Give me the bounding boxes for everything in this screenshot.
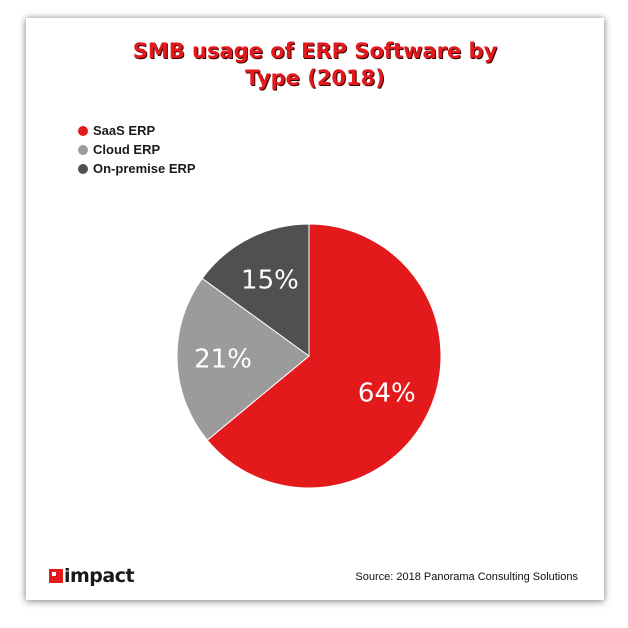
impact-logo: impact: [49, 565, 135, 587]
pie-slice-cloud: [176, 277, 310, 441]
pie-slice-on-premise: [201, 223, 310, 357]
pie-label-cloud: 21%: [194, 345, 252, 375]
pie-chart: 64% 21% 15%: [176, 223, 442, 489]
chart-title: SMB usage of ERP Software by Type (2018): [26, 38, 604, 92]
legend-item-cloud: Cloud ERP: [78, 140, 196, 159]
logo-mark-icon: [49, 569, 63, 583]
chart-card: SMB usage of ERP Software by Type (2018)…: [26, 18, 604, 600]
source-note: Source: 2018 Panorama Consulting Solutio…: [355, 571, 578, 583]
legend-label-cloud: Cloud ERP: [93, 142, 161, 157]
legend-item-on-premise: On-premise ERP: [78, 159, 196, 178]
legend-item-saas: SaaS ERP: [78, 121, 196, 140]
logo-text: impact: [64, 565, 135, 587]
legend-label-saas: SaaS ERP: [93, 123, 156, 138]
chart-title-line-1: SMB usage of ERP Software by: [132, 39, 498, 63]
legend-label-on-premise: On-premise ERP: [93, 161, 196, 176]
chart-title-line-2: Type (2018): [245, 66, 385, 90]
chart-legend: SaaS ERP Cloud ERP On-premise ERP: [78, 121, 196, 178]
legend-swatch-cloud: [78, 144, 88, 155]
pie-label-saas: 64%: [358, 379, 416, 409]
legend-swatch-saas: [78, 125, 88, 136]
pie-slice-saas: [206, 223, 442, 489]
pie-label-on-premise: 15%: [241, 265, 299, 295]
legend-swatch-on-premise: [78, 163, 88, 174]
